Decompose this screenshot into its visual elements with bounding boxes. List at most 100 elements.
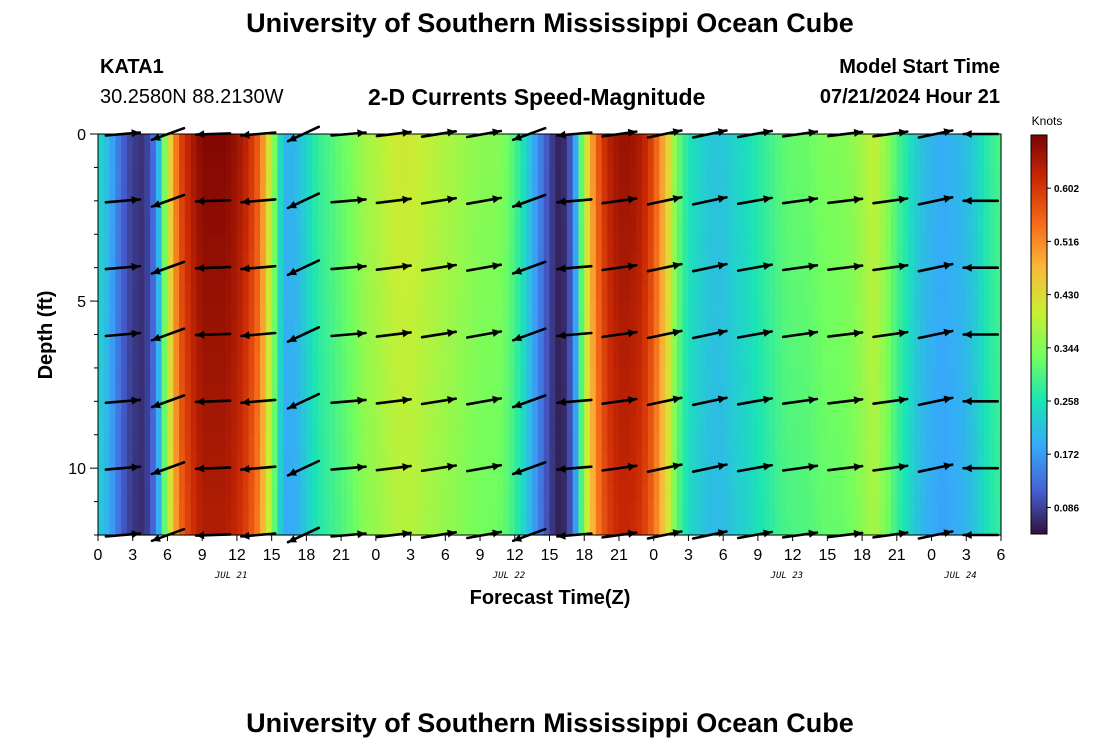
heatmap-cell <box>98 317 105 336</box>
heatmap-cell <box>138 184 145 202</box>
current-vector <box>601 262 638 272</box>
heatmap-cell <box>728 384 736 402</box>
heatmap-cell <box>132 468 140 486</box>
heatmap-cell <box>595 317 603 336</box>
heatmap-cell <box>676 284 684 302</box>
heatmap-cell <box>410 501 417 519</box>
heatmap-cell <box>960 134 967 152</box>
heatmap-cell <box>248 184 255 202</box>
heatmap-cell <box>231 451 238 469</box>
heatmap-cell <box>329 284 336 302</box>
heatmap-cell <box>242 384 250 402</box>
current-vector <box>420 195 458 205</box>
heatmap-cell <box>943 200 950 219</box>
heatmap-cell <box>752 250 759 269</box>
heatmap-cell <box>265 518 273 536</box>
heatmap-cell <box>312 334 319 352</box>
heatmap-cell <box>416 234 423 252</box>
heatmap-cell <box>838 150 846 169</box>
heatmap-cell <box>254 317 261 336</box>
heatmap-cell <box>277 401 284 419</box>
heatmap-cell <box>931 434 938 453</box>
heatmap-cell <box>989 484 996 503</box>
heatmap-cell <box>972 468 979 486</box>
heatmap-cell <box>289 234 296 252</box>
heatmap-cell <box>937 451 944 469</box>
heatmap-cell <box>653 284 661 302</box>
heatmap-cell <box>862 150 869 169</box>
heatmap-cell <box>98 434 105 453</box>
heatmap-cell <box>294 484 302 503</box>
heatmap-cell <box>497 434 504 453</box>
heatmap-cell <box>254 150 261 169</box>
heatmap-cell <box>399 250 406 269</box>
heatmap-cell <box>728 234 736 252</box>
heatmap-cell <box>601 518 608 536</box>
heatmap-cell <box>995 267 1002 285</box>
heatmap-cell <box>613 418 620 436</box>
heatmap-cell <box>989 418 996 436</box>
heatmap-cell <box>277 200 284 219</box>
heatmap-cell <box>578 184 585 202</box>
heatmap-cell <box>815 284 823 302</box>
heatmap-cell <box>265 434 273 453</box>
heatmap-cell <box>908 434 915 453</box>
heatmap-cell <box>346 434 354 453</box>
heatmap-cell <box>312 501 319 519</box>
heatmap-cell <box>196 200 203 219</box>
heatmap-cell <box>358 250 365 269</box>
heatmap-cell <box>827 134 834 152</box>
current-vector <box>375 396 412 405</box>
heatmap-cell <box>381 351 389 369</box>
heatmap-cell <box>265 150 273 169</box>
heatmap-cell <box>752 301 759 319</box>
heatmap-cell <box>792 501 800 519</box>
heatmap-cell <box>167 234 174 252</box>
heatmap-cell <box>740 451 747 469</box>
heatmap-cell <box>827 234 834 252</box>
day-label: JUL 22 <box>492 571 526 581</box>
current-vector <box>646 195 683 206</box>
heatmap-cell <box>815 451 823 469</box>
heatmap-cell <box>150 301 157 319</box>
heatmap-cell <box>341 434 348 453</box>
heatmap-cell <box>433 451 441 469</box>
heatmap-cell <box>207 217 215 235</box>
heatmap-cell <box>989 134 996 152</box>
heatmap-cell <box>126 367 134 386</box>
heatmap-cell <box>688 134 695 152</box>
heatmap-cell <box>289 250 296 269</box>
heatmap-cell <box>335 217 342 235</box>
heatmap-cell <box>526 284 533 302</box>
heatmap-cell <box>896 468 904 486</box>
heatmap-cell <box>456 351 464 369</box>
heatmap-cell <box>196 367 203 386</box>
heatmap-cell <box>561 384 568 402</box>
heatmap-cell <box>972 234 979 252</box>
heatmap-cell <box>306 501 313 519</box>
heatmap-cell <box>717 367 724 386</box>
heatmap-cell <box>265 284 273 302</box>
heatmap-cell <box>821 250 828 269</box>
heatmap-cell <box>416 418 423 436</box>
heatmap-cell <box>972 134 979 152</box>
heatmap-cell <box>289 167 296 185</box>
heatmap-cell <box>590 150 597 169</box>
heatmap-cell <box>578 501 585 519</box>
heatmap-cell <box>734 184 742 202</box>
heatmap-cell <box>121 367 128 386</box>
heatmap-cell <box>665 150 672 169</box>
heatmap-cell <box>150 468 157 486</box>
heatmap-cell <box>520 284 527 302</box>
heatmap-cell <box>850 434 857 453</box>
heatmap-cell <box>838 451 846 469</box>
heatmap-cell <box>480 434 487 453</box>
heatmap-cell <box>202 501 209 519</box>
heatmap-cell <box>190 200 198 219</box>
heatmap-cell <box>711 317 718 336</box>
heatmap-cell <box>682 484 690 503</box>
heatmap-cell <box>427 418 435 436</box>
heatmap-cell <box>503 134 510 152</box>
heatmap-cell <box>445 451 452 469</box>
heatmap-cell <box>480 418 487 436</box>
